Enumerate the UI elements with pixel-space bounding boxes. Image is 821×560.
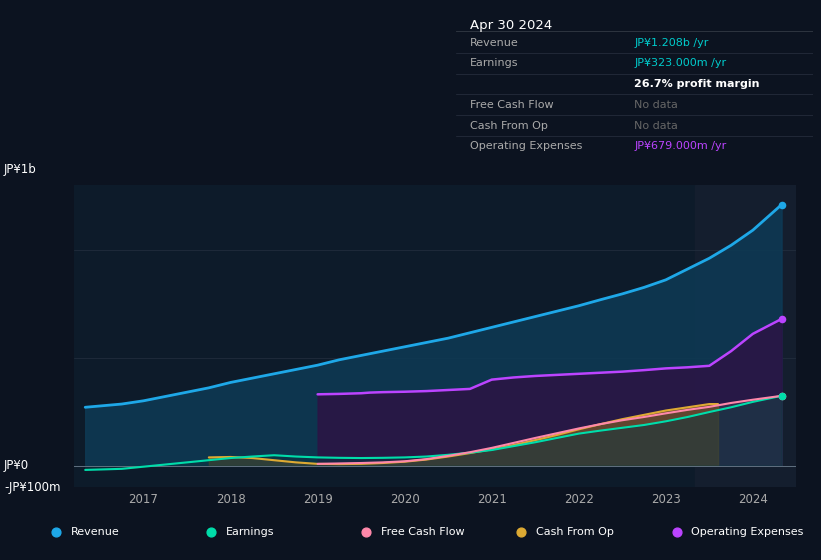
Point (49, 528, 62, 536)
Point (515, 528, 528, 536)
Text: Apr 30 2024: Apr 30 2024 (470, 19, 553, 32)
Text: Earnings: Earnings (470, 58, 518, 68)
Point (775, 391, 788, 400)
Text: Cash From Op: Cash From Op (470, 120, 548, 130)
Text: JP¥1.208b /yr: JP¥1.208b /yr (635, 38, 709, 48)
Point (775, 200, 788, 209)
Point (670, 528, 683, 536)
Text: -JP¥100m: -JP¥100m (4, 480, 61, 494)
Point (775, 315, 788, 324)
Point (360, 528, 373, 536)
Text: JP¥679.000m /yr: JP¥679.000m /yr (635, 142, 727, 151)
Text: Operating Expenses: Operating Expenses (470, 142, 582, 151)
Text: JP¥1b: JP¥1b (4, 164, 37, 176)
Text: Operating Expenses: Operating Expenses (691, 527, 804, 537)
Text: JP¥0: JP¥0 (4, 459, 30, 472)
Bar (695, 185, 796, 487)
Text: Earnings: Earnings (226, 527, 274, 537)
Text: 26.7% profit margin: 26.7% profit margin (635, 79, 759, 89)
Text: No data: No data (635, 120, 678, 130)
Text: JP¥323.000m /yr: JP¥323.000m /yr (635, 58, 727, 68)
Text: Cash From Op: Cash From Op (536, 527, 614, 537)
Text: Revenue: Revenue (470, 38, 519, 48)
Text: Revenue: Revenue (71, 527, 119, 537)
Point (204, 528, 218, 536)
Text: Free Cash Flow: Free Cash Flow (381, 527, 465, 537)
Text: Free Cash Flow: Free Cash Flow (470, 100, 553, 110)
Text: No data: No data (635, 100, 678, 110)
Point (775, 391, 788, 400)
